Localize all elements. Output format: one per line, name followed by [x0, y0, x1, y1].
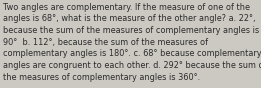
Text: Two angles are complementary. If the measure of one of the
angles is 68°, what i: Two angles are complementary. If the mea… — [3, 3, 261, 82]
